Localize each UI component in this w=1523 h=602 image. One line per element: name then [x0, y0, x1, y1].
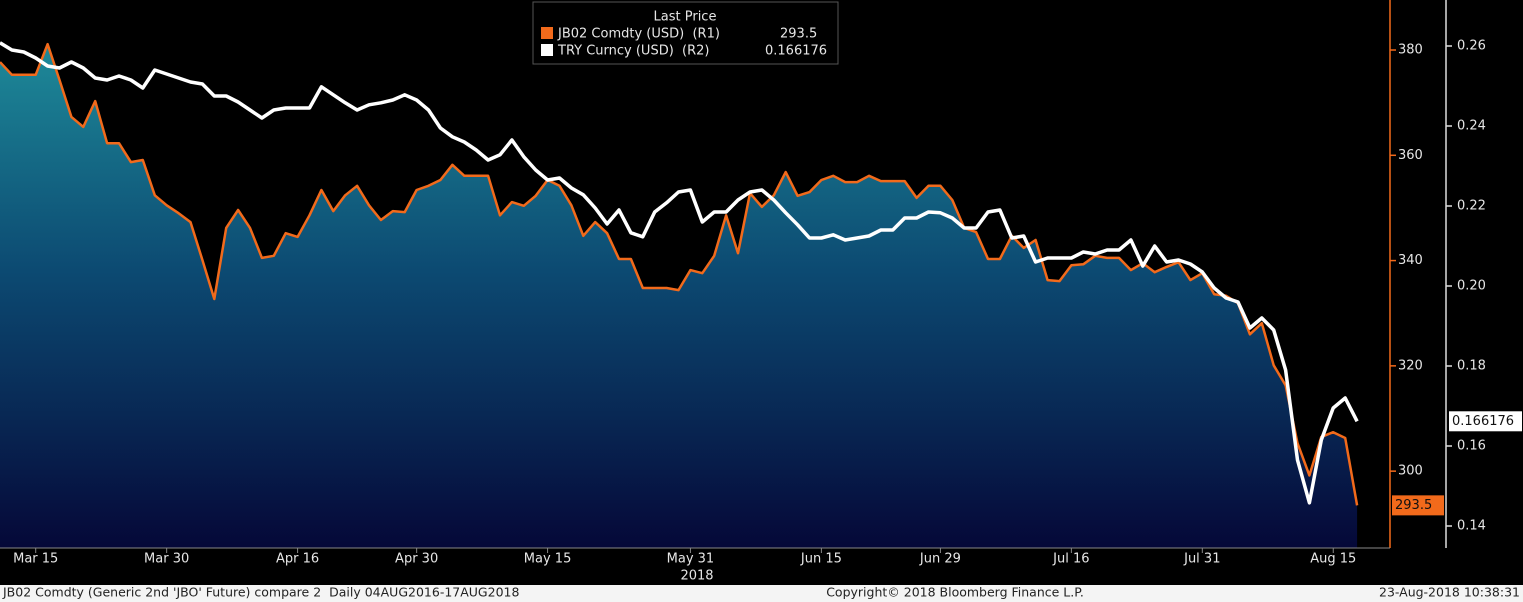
plot-area — [0, 41, 1359, 548]
last-value-label: 293.5 — [1395, 498, 1432, 513]
y2-tick-label: 0.24 — [1457, 119, 1486, 134]
last-value-tag — [1449, 411, 1522, 432]
copyright: Copyright© 2018 Bloomberg Finance L.P. — [826, 585, 1084, 600]
x-tick-label: Jun 29 — [919, 552, 961, 567]
x-tick-label: Apr 16 — [276, 552, 319, 567]
legend-swatch — [541, 27, 553, 39]
last-value-tag — [1392, 495, 1444, 516]
line — [0, 41, 1359, 505]
y-tick-label: 380 — [1398, 43, 1423, 58]
legend-last-value: 293.5 — [780, 27, 817, 42]
x-year-label: 2018 — [680, 569, 713, 584]
y2-tick-label: 0.18 — [1457, 359, 1486, 374]
y-tick-label: 360 — [1398, 148, 1423, 163]
last-value-label: 0.166176 — [1452, 414, 1514, 429]
x-tick-label: Mar 15 — [13, 552, 58, 567]
legend-label: JB02 Comdty (USD) (R1) — [557, 27, 720, 42]
x-tick-label: Jul 31 — [1183, 552, 1220, 567]
footnote: JB02 Comdty (Generic 2nd 'JBO' Future) c… — [2, 585, 519, 600]
timestamp: 23-Aug-2018 10:38:31 — [1379, 585, 1520, 600]
y2-tick-label: 0.16 — [1457, 439, 1486, 454]
y-tick-label: 340 — [1398, 253, 1423, 268]
y-tick-label: 300 — [1398, 464, 1423, 479]
x-tick-label: Aug 15 — [1310, 552, 1356, 567]
y2-tick-label: 0.20 — [1457, 279, 1486, 294]
y-tick-label: 320 — [1398, 358, 1423, 373]
area — [0, 44, 1358, 548]
legend-swatch — [541, 44, 553, 56]
legend: Last Price JB02 Comdty (USD) (R1) 293.5 … — [532, 1, 839, 65]
legend-last-value: 0.166176 — [765, 44, 827, 59]
legend-label: TRY Curncy (USD) (R2) — [557, 44, 710, 59]
y2-tick-label: 0.22 — [1457, 199, 1486, 214]
x-tick-label: Jul 16 — [1052, 552, 1089, 567]
legend-box — [532, 1, 839, 65]
footer-band — [0, 585, 1523, 602]
x-tick-label: Apr 30 — [395, 552, 438, 567]
x-tick-label: Mar 30 — [144, 552, 189, 567]
x-tick-label: May 15 — [524, 552, 572, 567]
y2-tick-label: 0.26 — [1457, 39, 1486, 54]
y2-tick-label: 0.14 — [1457, 519, 1486, 534]
x-tick-label: May 31 — [667, 552, 715, 567]
x-tick-label: Jun 15 — [800, 552, 842, 567]
line — [0, 42, 1359, 506]
legend-title: Last Price — [654, 10, 717, 25]
